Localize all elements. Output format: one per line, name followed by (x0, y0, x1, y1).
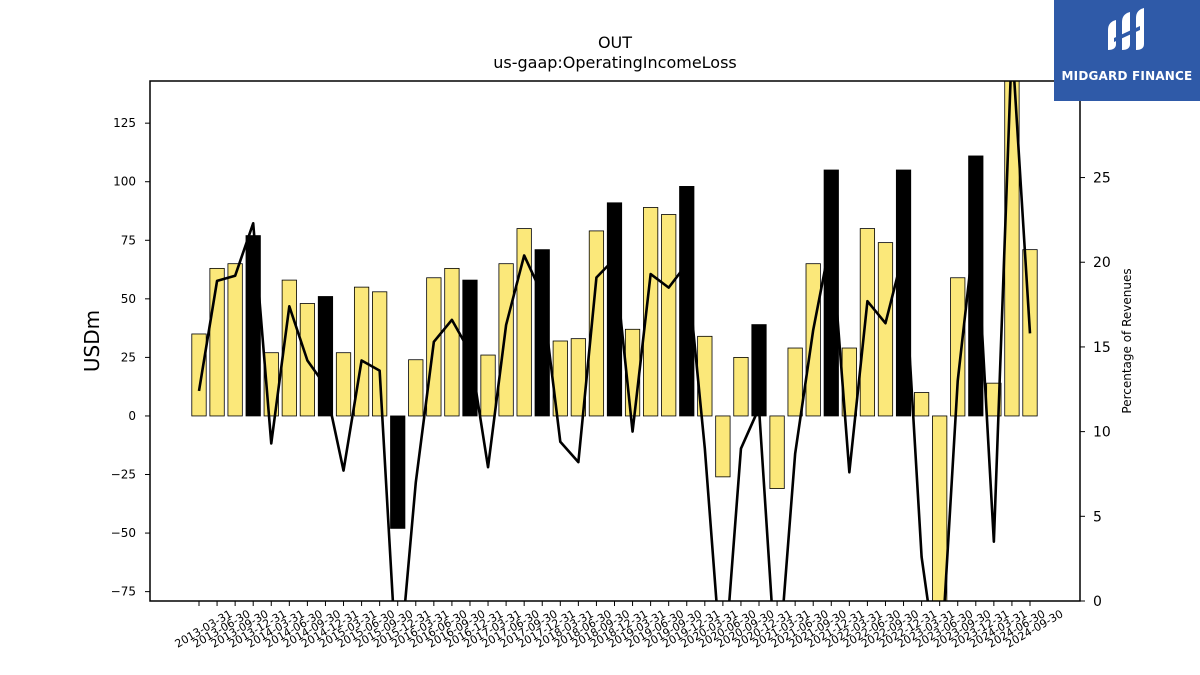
bar-2021-06-30 (787, 347, 803, 417)
y-tick-label: 100 (113, 175, 136, 189)
bar-2014-12-31 (317, 296, 334, 417)
x-axis: 2013-03-312013-06-302013-09-302013-12-31… (173, 601, 1065, 651)
bar-2019-09-30 (661, 214, 677, 417)
bar-2019-12-31 (679, 186, 695, 417)
bar-2020-12-31 (751, 324, 767, 417)
bar-2015-09-30 (372, 291, 388, 417)
y2-axis-label: Percentage of Revenues (1120, 268, 1134, 413)
y-tick-label: 0 (128, 409, 136, 423)
bar-2020-06-30 (715, 415, 731, 478)
bar-2013-06-30 (209, 267, 225, 417)
bar-2016-09-30 (444, 267, 460, 417)
bar-2017-09-30 (516, 228, 532, 417)
y2-tick-label: 5 (1093, 509, 1102, 525)
bar-2015-12-31 (390, 415, 406, 529)
bar-2023-09-30 (950, 277, 966, 417)
bar-2022-06-30 (859, 228, 876, 417)
y2-axis: 0 5 10 15 20 25 (1080, 171, 1111, 610)
bar-series (191, 81, 1038, 601)
bar-2013-12-31 (245, 235, 261, 417)
y-tick-label: −25 (111, 468, 136, 482)
y-tick-label: 25 (121, 350, 136, 364)
bar-2018-09-30 (588, 230, 605, 417)
y2-tick-label: 15 (1093, 340, 1111, 356)
y-axis-label: USDm (80, 310, 104, 372)
bar-2013-09-30 (227, 263, 243, 417)
y-tick-label: −50 (111, 526, 136, 540)
bar-2017-12-31 (534, 249, 550, 417)
y2-tick-label: 25 (1093, 171, 1111, 187)
bar-2021-09-30 (805, 263, 821, 417)
bar-2022-09-30 (877, 242, 894, 417)
y2-tick-label: 10 (1093, 425, 1111, 441)
y-tick-label: 75 (121, 233, 136, 247)
y2-tick-label: 0 (1093, 594, 1102, 610)
midgard-logo-icon (1108, 8, 1144, 50)
y-axis: −75 −50 −25 0 25 50 75 100 125 (111, 116, 150, 599)
bar-2023-06-30 (932, 415, 948, 601)
chart-subtitle: us-gaap:OperatingIncomeLoss (493, 53, 737, 72)
bar-2022-12-31 (895, 169, 912, 417)
logo-text: MIDGARD FINANCE (1061, 69, 1193, 83)
bar-2013-03-31 (191, 333, 207, 417)
line-series (197, 81, 1032, 601)
bar-2019-06-30 (643, 207, 659, 417)
plot-frame (149, 80, 1081, 602)
y-tick-label: 125 (113, 116, 136, 130)
bar-2023-03-31 (914, 392, 930, 417)
bar-2020-09-30 (733, 356, 749, 417)
bar-2016-12-31 (462, 279, 478, 417)
brand-logo: MIDGARD FINANCE (1054, 0, 1200, 101)
bar-2021-03-31 (769, 415, 785, 489)
bar-2016-03-31 (408, 359, 424, 417)
bar-2017-06-30 (498, 263, 514, 417)
chart-title: OUT (598, 33, 632, 52)
y-tick-label: −75 (111, 585, 136, 599)
bar-2023-12-31 (968, 155, 984, 417)
bar-2021-12-31 (823, 169, 839, 417)
y-tick-label: 50 (121, 292, 136, 306)
percentage-line (197, 81, 1032, 601)
y2-tick-label: 20 (1093, 255, 1111, 271)
bar-2018-12-31 (606, 202, 623, 417)
bar-2015-03-31 (335, 352, 352, 417)
bar-2017-03-31 (480, 354, 496, 417)
